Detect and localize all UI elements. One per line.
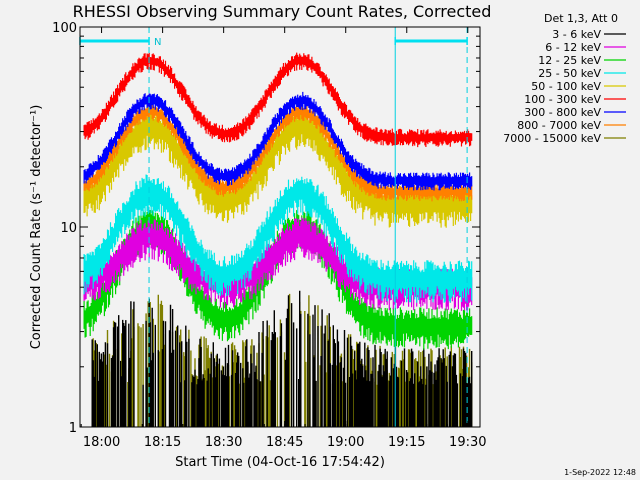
- series-bars: [91, 290, 473, 427]
- y-tick-label: 1: [69, 421, 77, 436]
- y-axis-label: Corrected Count Rate (s⁻¹ detector⁻¹): [29, 105, 44, 350]
- x-tick-label: 18:15: [144, 435, 181, 450]
- legend-label: 50 - 100 keV: [531, 80, 601, 93]
- legend-title: Det 1,3, Att 0: [544, 12, 618, 25]
- legend-label: 25 - 50 keV: [538, 67, 601, 80]
- legend-label: 800 - 7000 keV: [517, 119, 601, 132]
- legend-label: 12 - 25 keV: [538, 54, 601, 67]
- x-tick-label: 18:00: [83, 435, 120, 450]
- x-ticks: 18:00 18:15 18:30 18:45 19:00 19:15 19:30: [80, 27, 487, 450]
- flag-label: N: [154, 37, 161, 48]
- series-trace: [83, 174, 473, 303]
- y-tick-label: 100: [52, 21, 77, 36]
- series-trace: [83, 91, 473, 191]
- marker-layer: N: [79, 27, 468, 427]
- data-layer: [83, 52, 473, 427]
- legend-label: 300 - 800 keV: [524, 106, 601, 119]
- x-tick-label: 18:45: [266, 435, 303, 450]
- y-ticks: 1 10 100: [52, 21, 480, 436]
- y-tick-label: 10: [60, 221, 77, 236]
- series-trace: [83, 52, 473, 148]
- x-tick-label: 19:00: [327, 435, 364, 450]
- x-tick-label: 19:30: [449, 435, 486, 450]
- legend-label: 7000 - 15000 keV: [503, 132, 601, 145]
- x-tick-label: 18:30: [205, 435, 242, 450]
- x-tick-label: 19:15: [388, 435, 425, 450]
- legend-label: 6 - 12 keV: [545, 41, 601, 54]
- x-axis-label: Start Time (04-Oct-16 17:54:42): [175, 455, 385, 470]
- series-50-100-kev: [83, 108, 473, 228]
- chart-title: RHESSI Observing Summary Count Rates, Co…: [73, 2, 492, 21]
- timestamp: 1-Sep-2022 12:48: [564, 468, 636, 477]
- legend-label: 100 - 300 keV: [524, 93, 601, 106]
- series-300-800-kev: [83, 91, 473, 191]
- series-800-7000-kev: [83, 103, 473, 202]
- series-trace: [83, 103, 473, 202]
- series-3-6-kev: [91, 290, 473, 427]
- legend-label: 3 - 6 keV: [552, 28, 601, 41]
- series-trace: [83, 108, 473, 228]
- series-25-50-kev: [83, 174, 473, 303]
- series-100-300-kev: [83, 52, 473, 148]
